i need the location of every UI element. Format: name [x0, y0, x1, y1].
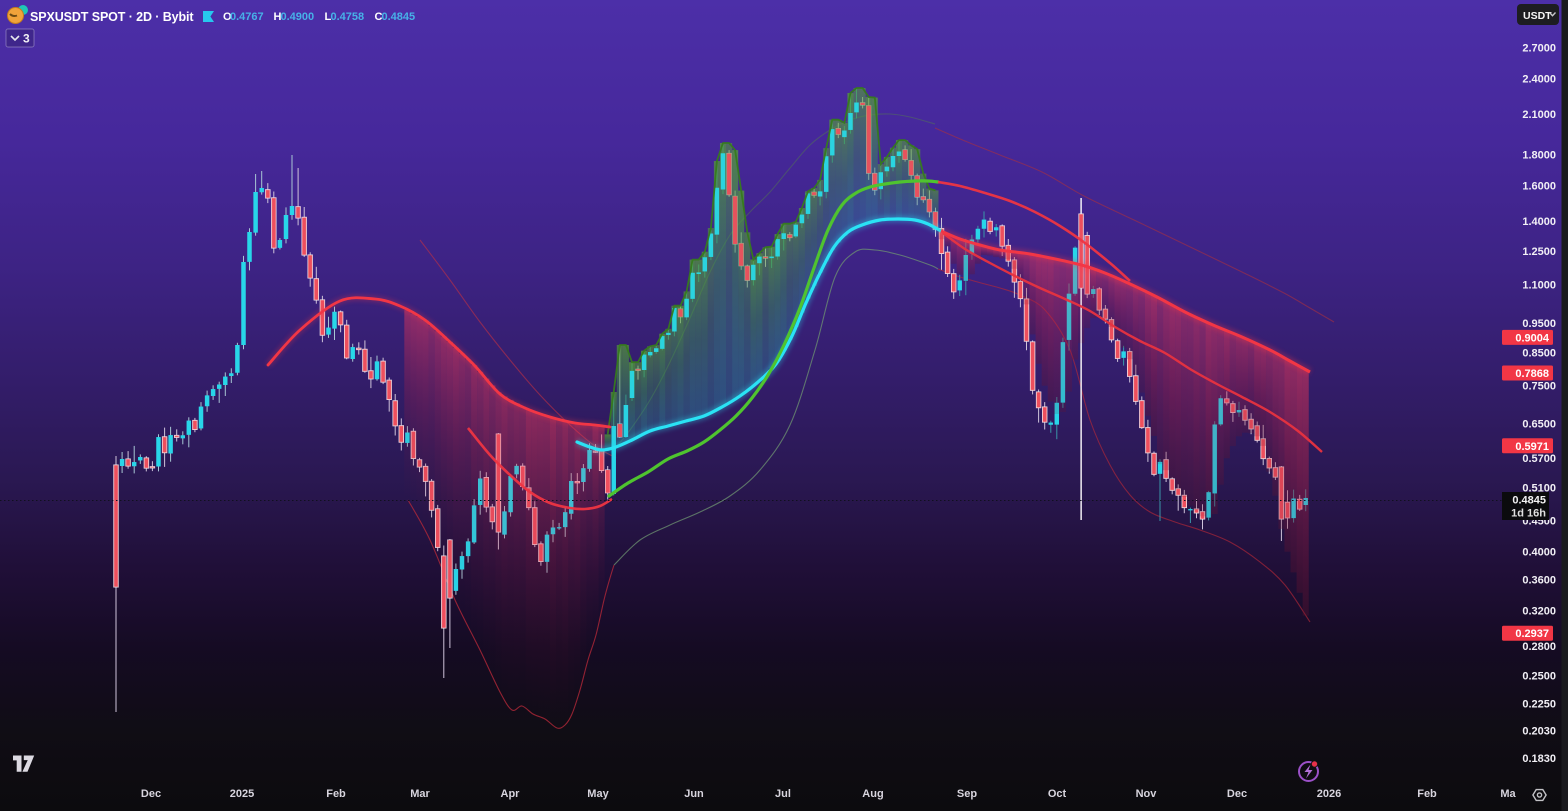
svg-text:May: May — [587, 788, 609, 800]
svg-text:0.7868: 0.7868 — [1515, 368, 1549, 380]
svg-text:2026: 2026 — [1317, 788, 1341, 800]
svg-text:H: H — [274, 11, 282, 23]
svg-text:0.7500: 0.7500 — [1522, 381, 1556, 393]
svg-text:0.4767: 0.4767 — [230, 11, 264, 23]
svg-text:0.8500: 0.8500 — [1522, 348, 1556, 360]
svg-text:0.3600: 0.3600 — [1522, 574, 1556, 586]
svg-text:2.4000: 2.4000 — [1522, 74, 1556, 86]
svg-text:0.4845: 0.4845 — [382, 11, 416, 23]
svg-text:Oct: Oct — [1048, 788, 1067, 800]
svg-text:0.2250: 0.2250 — [1522, 699, 1556, 711]
svg-text:2.7000: 2.7000 — [1522, 43, 1556, 55]
svg-text:0.4845: 0.4845 — [1512, 495, 1546, 507]
svg-text:Aug: Aug — [862, 788, 883, 800]
svg-text:0.4900: 0.4900 — [281, 11, 315, 23]
svg-text:Nov: Nov — [1136, 788, 1158, 800]
svg-text:Dec: Dec — [141, 788, 161, 800]
svg-text:0.2800: 0.2800 — [1522, 641, 1556, 653]
svg-text:Sep: Sep — [957, 788, 977, 800]
svg-text:C: C — [375, 11, 383, 23]
svg-text:L: L — [325, 11, 332, 23]
svg-text:1.1000: 1.1000 — [1522, 280, 1556, 292]
svg-text:Feb: Feb — [326, 788, 346, 800]
svg-text:0.3200: 0.3200 — [1522, 606, 1556, 618]
svg-text:2025: 2025 — [230, 788, 254, 800]
svg-text:1.4000: 1.4000 — [1522, 216, 1556, 228]
svg-text:0.6500: 0.6500 — [1522, 418, 1556, 430]
svg-text:0.4000: 0.4000 — [1522, 547, 1556, 559]
svg-text:Dec: Dec — [1227, 788, 1247, 800]
svg-text:Apr: Apr — [501, 788, 521, 800]
svg-text:0.2030: 0.2030 — [1522, 726, 1556, 738]
svg-text:0.5971: 0.5971 — [1515, 441, 1549, 453]
svg-text:0.9004: 0.9004 — [1515, 332, 1550, 344]
svg-text:1.2500: 1.2500 — [1522, 246, 1556, 258]
svg-text:0.2500: 0.2500 — [1522, 671, 1556, 683]
svg-text:SPXUSDT SPOT · 2D · Bybit: SPXUSDT SPOT · 2D · Bybit — [30, 10, 194, 24]
svg-text:2.1000: 2.1000 — [1522, 109, 1556, 121]
svg-text:USDT: USDT — [1523, 10, 1552, 22]
svg-text:1d 16h: 1d 16h — [1511, 508, 1546, 520]
svg-text:0.5100: 0.5100 — [1522, 483, 1556, 495]
svg-text:0.2937: 0.2937 — [1515, 628, 1549, 640]
svg-text:Jun: Jun — [684, 788, 704, 800]
svg-text:3: 3 — [23, 32, 30, 46]
svg-text:Mar: Mar — [410, 788, 430, 800]
svg-text:Ma: Ma — [1500, 788, 1516, 800]
svg-text:0.9500: 0.9500 — [1522, 318, 1556, 330]
svg-text:0.1830: 0.1830 — [1522, 753, 1556, 765]
svg-text:1.8000: 1.8000 — [1522, 150, 1556, 162]
svg-text:1.6000: 1.6000 — [1522, 181, 1556, 193]
svg-text:0.4758: 0.4758 — [331, 11, 365, 23]
svg-text:O: O — [223, 11, 232, 23]
svg-text:Feb: Feb — [1417, 788, 1437, 800]
svg-text:Jul: Jul — [775, 788, 791, 800]
svg-text:0.5700: 0.5700 — [1522, 453, 1556, 465]
